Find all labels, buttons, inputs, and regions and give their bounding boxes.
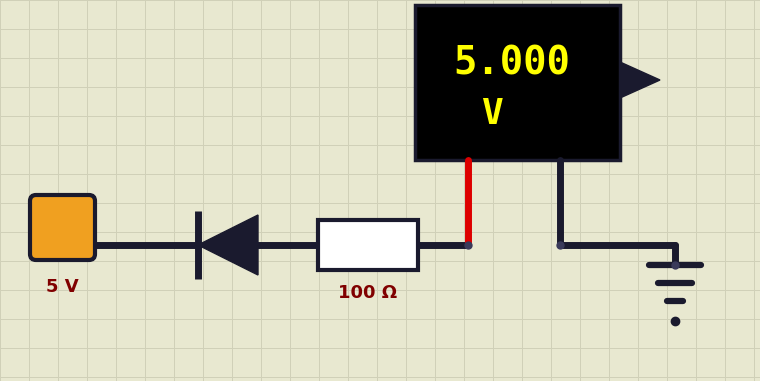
FancyBboxPatch shape	[30, 195, 95, 260]
Bar	[318, 220, 418, 270]
Polygon shape	[198, 215, 258, 275]
Polygon shape	[620, 62, 660, 98]
Bar	[415, 5, 620, 160]
Text: 5 V: 5 V	[46, 278, 79, 296]
Text: 5.000: 5.000	[453, 45, 570, 83]
Text: V: V	[482, 96, 504, 131]
Text: 100 Ω: 100 Ω	[338, 284, 397, 302]
